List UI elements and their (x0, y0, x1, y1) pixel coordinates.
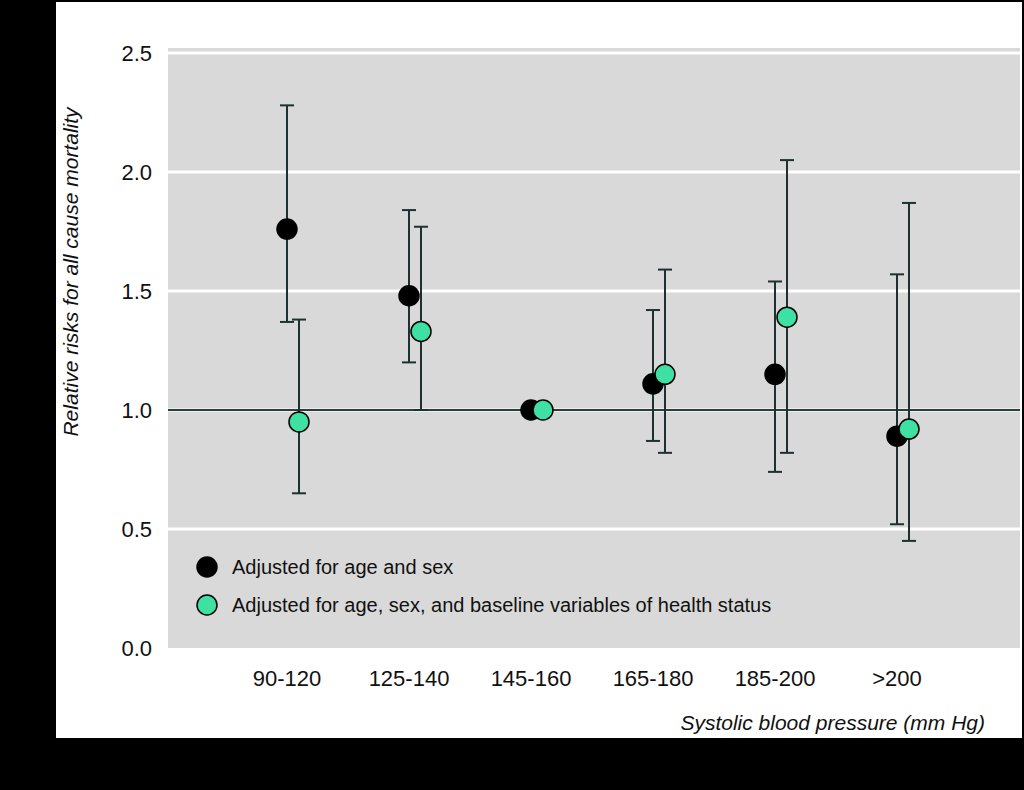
error-cap (902, 540, 916, 542)
x-tick-label: 185-200 (735, 666, 816, 691)
error-cap (280, 321, 294, 323)
error-stem (896, 274, 898, 524)
x-tick (652, 648, 654, 656)
error-cap (280, 104, 294, 106)
y-tick (160, 409, 168, 411)
y-tick (160, 171, 168, 173)
point (289, 412, 309, 432)
legend-label: Adjusted for age and sex (232, 556, 453, 578)
error-bar (902, 203, 916, 541)
legend-label: Adjusted for age, sex, and baseline vari… (232, 594, 771, 616)
y-tick-label: 2.5 (121, 41, 152, 66)
x-tick (530, 648, 532, 656)
error-cap (890, 523, 904, 525)
error-bar (890, 274, 904, 524)
grid-line (168, 52, 1020, 55)
x-tick (774, 648, 776, 656)
error-bar (658, 270, 672, 453)
error-bar (292, 320, 306, 494)
legend-marker (197, 557, 217, 577)
legend-marker (197, 595, 217, 615)
y-tick-label: 1.5 (121, 279, 152, 304)
grid-line (168, 528, 1020, 531)
x-tick (896, 648, 898, 656)
error-cap (768, 280, 782, 282)
error-cap (902, 202, 916, 204)
error-cap (768, 471, 782, 473)
error-cap (402, 209, 416, 211)
x-tick-label: 90-120 (253, 666, 322, 691)
point (411, 321, 431, 341)
plot-area (168, 48, 1020, 648)
grid-line (168, 290, 1020, 293)
x-tick-label: 165-180 (613, 666, 694, 691)
marks (277, 105, 919, 541)
y-tick-label: 1.0 (121, 398, 152, 423)
point (533, 400, 553, 420)
chart: 0.0 0.5 1.0 1.5 2.0 2.5 90-120 125-140 145-160 16… (0, 0, 1024, 790)
y-tick-label: 0.5 (121, 517, 152, 542)
point (777, 307, 797, 327)
error-cap (414, 226, 428, 228)
y-tick (160, 52, 168, 54)
x-tick (286, 648, 288, 656)
error-cap (646, 440, 660, 442)
panel (56, 2, 1022, 738)
y-axis-label: Relative risks for all cause mortality (59, 106, 82, 437)
error-stem (286, 105, 288, 322)
error-cap (646, 309, 660, 311)
error-cap (890, 273, 904, 275)
y-tick-label: 0.0 (121, 636, 152, 661)
error-cap (780, 452, 794, 454)
point (277, 219, 297, 239)
error-stem (908, 203, 910, 541)
error-stem (664, 270, 666, 453)
grid-line (168, 409, 1020, 412)
x-tick-label: 125-140 (369, 666, 450, 691)
error-cap (402, 361, 416, 363)
error-cap (414, 409, 428, 411)
y-tick (160, 290, 168, 292)
grid-line (168, 171, 1020, 174)
error-bar (414, 227, 428, 410)
error-cap (658, 452, 672, 454)
y-tick (160, 528, 168, 530)
y-tick (160, 647, 168, 649)
x-tick (408, 648, 410, 656)
error-stem (420, 227, 422, 410)
point (899, 419, 919, 439)
point (399, 286, 419, 306)
point (765, 364, 785, 384)
error-stem (298, 320, 300, 494)
x-axis-label: Systolic blood pressure (mm Hg) (680, 711, 985, 734)
point (655, 364, 675, 384)
reference-line (168, 409, 1020, 411)
error-cap (292, 319, 306, 321)
error-bar (280, 105, 294, 322)
x-tick-label: 145-160 (491, 666, 572, 691)
error-cap (292, 492, 306, 494)
y-tick-label: 2.0 (121, 160, 152, 185)
error-cap (780, 159, 794, 161)
error-cap (658, 269, 672, 271)
x-tick-label: >200 (872, 666, 922, 691)
